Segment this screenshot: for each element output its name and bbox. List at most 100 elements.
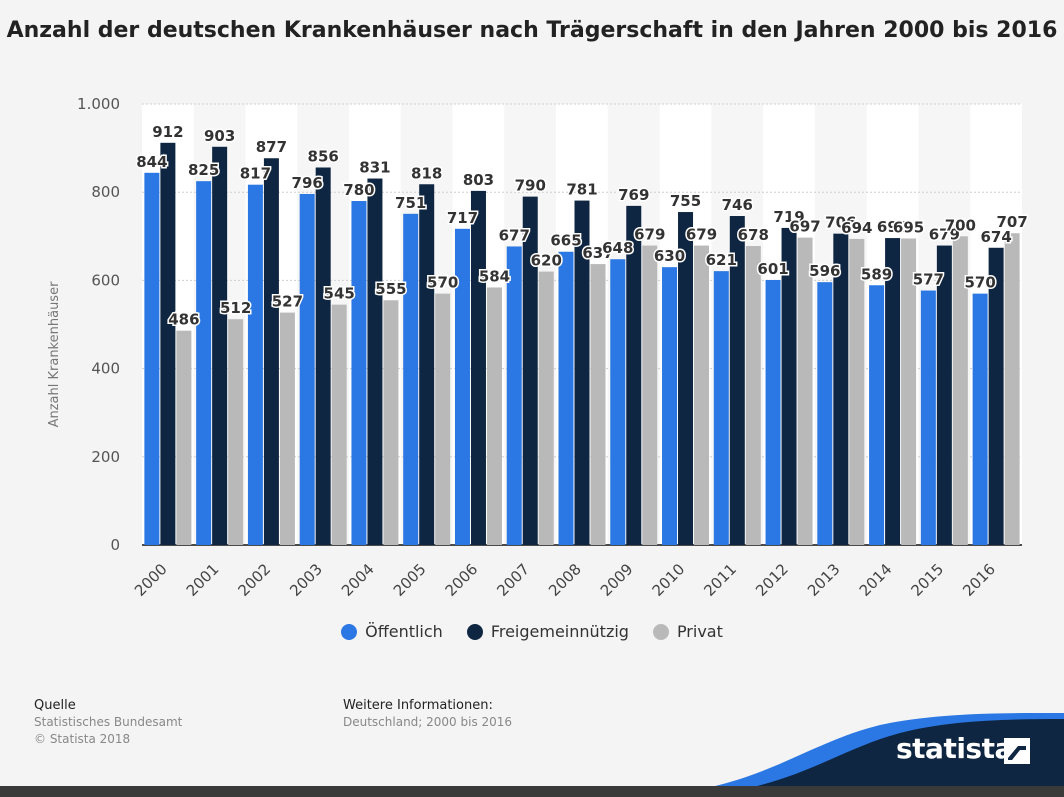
bar-ffentlich — [610, 259, 626, 545]
data-label: 877 — [256, 138, 287, 156]
bar-privat — [952, 236, 968, 546]
data-label: 620 — [531, 252, 562, 270]
data-label: 697 — [789, 218, 820, 236]
data-label: 674 — [980, 228, 1011, 246]
data-label: 903 — [204, 127, 235, 145]
y-tick-label: 800 — [91, 183, 120, 201]
data-label: 700 — [945, 216, 976, 234]
data-label: 577 — [913, 271, 944, 289]
bar-privat — [642, 245, 658, 545]
y-tick-label: 0 — [110, 536, 120, 554]
info-text: Deutschland; 2000 bis 2016 — [343, 715, 513, 729]
legend-swatch-freigemeinnuetzig — [466, 623, 483, 640]
bar-ffentlich — [920, 290, 936, 545]
data-label: 796 — [292, 174, 323, 192]
bar-ffentlich — [144, 172, 160, 545]
data-label: 584 — [479, 267, 510, 285]
data-label: 679 — [634, 226, 665, 244]
bar-privat — [383, 300, 399, 545]
y-tick-label: 400 — [91, 360, 120, 378]
bar-freigemeinntzig — [678, 212, 694, 546]
bar-privat — [486, 287, 502, 545]
bar-ffentlich — [972, 293, 988, 545]
info-block: Weitere Informationen: Deutschland; 2000… — [343, 697, 512, 731]
bar-ffentlich — [713, 271, 729, 545]
bar-freigemeinntzig — [729, 216, 745, 545]
data-label: 677 — [499, 226, 530, 244]
data-label: 527 — [272, 293, 303, 311]
bar-ffentlich — [299, 193, 315, 546]
legend-item-privat[interactable]: Privat — [652, 622, 723, 641]
bar-ffentlich — [454, 228, 470, 546]
data-label: 719 — [773, 208, 804, 226]
info-heading: Weitere Informationen: — [343, 698, 493, 713]
bar-privat — [331, 304, 347, 545]
data-label: 755 — [670, 192, 701, 210]
statista-logo-icon — [1004, 738, 1030, 764]
legend-swatch-oeffentlich — [341, 623, 358, 640]
y-tick-label: 200 — [91, 448, 120, 466]
data-label: 844 — [136, 153, 167, 171]
bar-privat — [279, 312, 295, 545]
bar-ffentlich — [662, 267, 678, 545]
data-label: 486 — [168, 311, 199, 329]
bar-freigemeinntzig — [263, 158, 279, 546]
bar-privat — [694, 245, 710, 545]
bar-freigemeinntzig — [160, 142, 176, 546]
legend-item-oeffentlich[interactable]: Öffentlich — [341, 622, 443, 641]
data-label: 694 — [841, 219, 872, 237]
data-label: 696 — [877, 218, 908, 236]
bar-freigemeinntzig — [626, 205, 642, 545]
bar-ffentlich — [351, 201, 367, 545]
data-label: 746 — [722, 196, 753, 214]
bar-ffentlich — [506, 246, 522, 545]
statista-logo-text[interactable]: statista — [896, 732, 1013, 765]
data-label: 707 — [996, 213, 1027, 231]
bar-privat — [228, 319, 244, 545]
legend-label-privat: Privat — [676, 622, 723, 641]
data-label: 678 — [738, 226, 769, 244]
y-tick-label: 600 — [91, 271, 120, 289]
bar-privat — [176, 330, 192, 545]
bar-privat — [435, 293, 451, 545]
bar-freigemeinntzig — [522, 196, 538, 546]
data-label: 831 — [359, 159, 390, 177]
source-heading: Quelle — [34, 698, 76, 713]
bar-freigemeinntzig — [833, 233, 849, 546]
data-label: 596 — [809, 262, 840, 280]
data-label: 817 — [240, 165, 271, 183]
data-label: 679 — [929, 226, 960, 244]
bar-freigemeinntzig — [781, 227, 797, 545]
data-label: 781 — [566, 181, 597, 199]
bar-ffentlich — [247, 184, 263, 545]
data-label: 780 — [343, 181, 374, 199]
data-label: 570 — [964, 274, 995, 292]
bar-ffentlich — [558, 251, 574, 546]
chart-legend: Öffentlich Freigemeinnützig Privat — [0, 622, 1064, 641]
source-link[interactable]: Statistisches Bundesamt — [34, 715, 183, 729]
data-label: 555 — [375, 280, 406, 298]
bar-privat — [901, 238, 917, 545]
data-label: 695 — [893, 219, 924, 237]
bar-ffentlich — [869, 285, 885, 545]
data-label: 545 — [324, 285, 355, 303]
legend-item-freigemeinnuetzig[interactable]: Freigemeinnützig — [466, 622, 629, 641]
data-label: 803 — [463, 171, 494, 189]
bar-ffentlich — [765, 279, 781, 545]
chart-title: Anzahl der deutschen Krankenhäuser nach … — [6, 18, 1058, 43]
bar-privat — [849, 238, 865, 546]
copyright-text: © Statista 2018 — [34, 732, 131, 746]
bar-freigemeinntzig — [574, 200, 590, 546]
data-label: 630 — [654, 247, 685, 265]
y-axis-label: Anzahl Krankenhäuser — [47, 281, 62, 427]
bar-privat — [590, 264, 606, 545]
data-label: 665 — [550, 232, 581, 250]
y-tick-label: 1.000 — [77, 95, 120, 113]
bar-freigemeinntzig — [419, 184, 435, 545]
data-label: 706 — [825, 214, 856, 232]
legend-swatch-privat — [652, 623, 669, 640]
data-label: 818 — [411, 164, 442, 182]
data-label: 679 — [686, 226, 717, 244]
bar-freigemeinntzig — [212, 146, 228, 546]
